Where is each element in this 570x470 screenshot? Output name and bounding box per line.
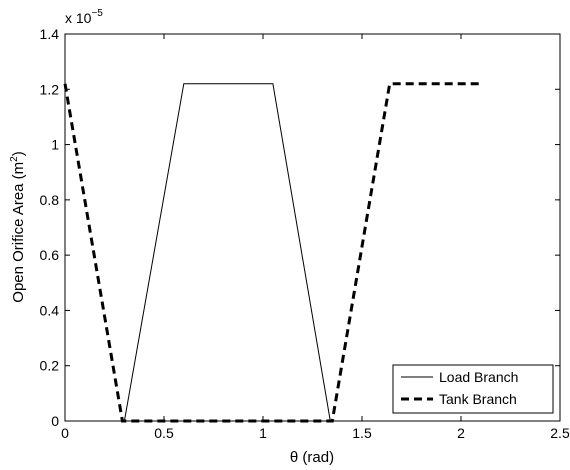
y-axis-title: Open Orifice Area (m2) <box>9 151 27 302</box>
x-axis-title: θ (rad) <box>290 449 334 466</box>
y-tick-label: 1.2 <box>40 81 60 97</box>
y-multiplier-prefix: x 10 <box>65 10 92 26</box>
series-line-load-branch <box>123 83 331 422</box>
y-axis-title-close: ) <box>10 151 27 156</box>
plot-area <box>65 34 560 421</box>
x-tick-label: 2.5 <box>550 425 570 441</box>
y-tick-label: 0 <box>51 413 59 429</box>
legend-label-load-branch: Load Branch <box>439 369 518 385</box>
y-tick-label: 0.4 <box>40 302 60 318</box>
y-tick-label: 0.2 <box>40 358 60 374</box>
x-tick-label: 1 <box>259 425 267 441</box>
legend-box <box>392 364 554 414</box>
plot-frame <box>64 33 561 422</box>
y-multiplier: x 10−5 <box>65 8 103 26</box>
y-tick-label: 0.6 <box>40 247 60 263</box>
y-axis-title-sup: 2 <box>9 156 20 162</box>
legend-label-tank-branch: Tank Branch <box>439 391 517 407</box>
x-tick-label: 1.5 <box>352 425 372 441</box>
y-multiplier-exponent: −5 <box>91 8 103 19</box>
ticks-layer: 0 0.5 1 1.5 2 2.5 0 0.2 0.4 0.6 0.8 1 1.2 1.4 <box>40 26 570 441</box>
x-tick-label: 2 <box>457 425 465 441</box>
y-axis-title-main: Open Orifice Area (m <box>10 162 27 303</box>
x-tick-label: 0.5 <box>154 425 174 441</box>
x-tick-label: 0 <box>61 425 69 441</box>
y-tick-label: 1.4 <box>40 26 60 42</box>
y-tick-label: 0.8 <box>40 192 60 208</box>
legend: Load Branch Tank Branch <box>392 364 554 414</box>
y-tick-label: 1 <box>51 137 59 153</box>
